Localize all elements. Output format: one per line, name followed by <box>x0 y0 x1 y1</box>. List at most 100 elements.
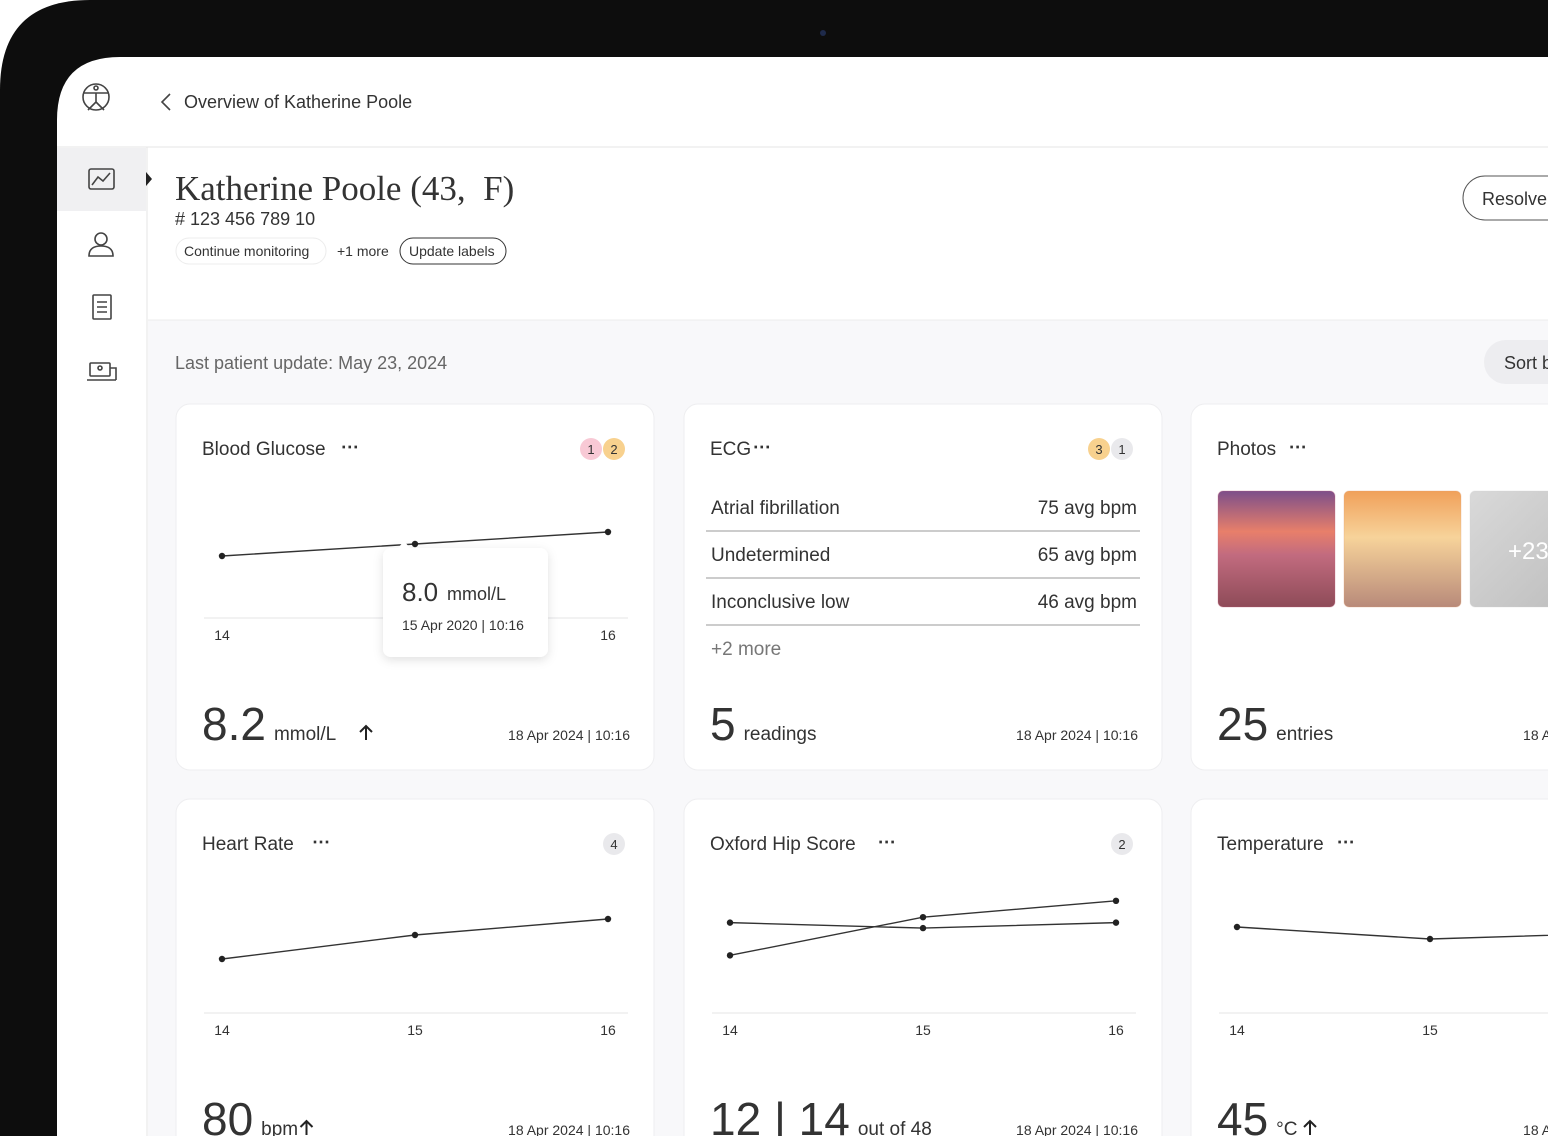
point <box>604 528 612 536</box>
summary-value: 8.2 <box>202 698 266 750</box>
x-tick-label: 15 <box>407 1022 423 1038</box>
camera <box>820 30 826 36</box>
photo-more: +23 <box>1508 538 1548 565</box>
card <box>683 403 1163 771</box>
reading-value: 65 avg bpm <box>1038 545 1137 566</box>
summary-value: 12 | 14 <box>710 1093 850 1136</box>
badge <box>603 438 625 460</box>
back-icon[interactable] <box>160 93 171 111</box>
card-title: ECG <box>710 439 751 460</box>
badge <box>1088 438 1110 460</box>
photo[interactable] <box>1343 490 1462 608</box>
x-tick-label: 16 <box>1108 1022 1124 1038</box>
summary-unit: out of 48 <box>858 1119 932 1136</box>
summary: 8.2 mmol/L <box>202 698 336 750</box>
point <box>1233 923 1241 931</box>
badge-count: 3 <box>1095 442 1102 457</box>
nav-charts[interactable] <box>88 168 115 190</box>
tooltip-date: 15 Apr 2020 | 10:16 <box>402 617 524 633</box>
more-link[interactable]: +2 more <box>711 639 781 660</box>
sort-text[interactable]: Sort by <box>1504 353 1548 373</box>
x-tick-label: 14 <box>722 1022 738 1038</box>
badge <box>603 833 625 855</box>
nav-notes[interactable] <box>92 294 112 320</box>
reading-name: Atrial fibrillation <box>711 498 840 519</box>
badge-count: 1 <box>1118 442 1125 457</box>
card-menu[interactable]: ⋯ <box>1337 832 1355 852</box>
summary-date: 18 Apr 2024 | 10:16 <box>1523 1122 1548 1136</box>
reading-value: 46 avg bpm <box>1038 592 1137 613</box>
summary-date: 18 Apr 2024 | 10:16 <box>1016 727 1138 743</box>
summary-value: 25 <box>1217 698 1268 750</box>
patient-name: Katherine Poole (43, F) <box>175 169 514 208</box>
tooltip: 8.0 mmol/L 15 Apr 2020 | 10:16 <box>383 541 548 657</box>
card <box>175 798 655 1136</box>
badge-count: 2 <box>1118 837 1125 852</box>
resolve-text[interactable]: Resolve <box>1482 189 1547 209</box>
resolve-button[interactable] <box>1462 175 1548 221</box>
summary-date: 18 Apr 2024 | 10:16 <box>1523 727 1548 743</box>
badge-count: 4 <box>610 837 617 852</box>
reading-value: 75 avg bpm <box>1038 498 1137 519</box>
summary-unit: entries <box>1276 724 1333 745</box>
card-menu[interactable]: ⋯ <box>1289 437 1307 457</box>
card-menu[interactable]: ⋯ <box>312 832 330 852</box>
badge-count: 2 <box>610 442 617 457</box>
summary-value: 5 <box>710 698 736 750</box>
point <box>726 919 734 926</box>
point <box>919 913 927 921</box>
reading-name: Undetermined <box>711 545 830 566</box>
summary: 80 bpm <box>202 1093 298 1136</box>
tooltip-unit: mmol/L <box>447 584 506 604</box>
point <box>411 931 419 939</box>
reading-name: Inconclusive low <box>711 592 850 613</box>
patient-id: # 123 456 789 10 <box>175 209 315 229</box>
summary-value: 80 <box>202 1093 253 1136</box>
card-title: Blood Glucose <box>202 439 326 460</box>
badge <box>1111 833 1133 855</box>
card <box>683 798 1163 1136</box>
back-link[interactable]: Overview of Katherine Poole <box>184 92 412 112</box>
update-labels-button[interactable] <box>399 237 507 265</box>
x-tick-label: 16 <box>600 627 616 643</box>
trend-icon <box>299 1119 314 1135</box>
point <box>726 952 734 959</box>
x-tick-label: 16 <box>600 1022 616 1038</box>
x-tick-label: 15 <box>915 1022 931 1038</box>
card-menu[interactable]: ⋯ <box>341 437 359 457</box>
x-tick-label: 14 <box>214 1022 230 1038</box>
summary-date: 18 Apr 2024 | 10:16 <box>508 727 630 743</box>
trend-icon <box>1303 1119 1317 1135</box>
badge-count: 1 <box>587 442 594 457</box>
label-chip <box>175 237 327 265</box>
x-tick-label: 15 <box>1422 1022 1438 1038</box>
nav-devices[interactable] <box>87 362 117 381</box>
point <box>218 552 226 560</box>
nav-indicator <box>146 172 152 186</box>
card-menu[interactable]: ⋯ <box>753 437 771 457</box>
summary: 25 entries <box>1217 698 1333 750</box>
summary-unit: readings <box>744 724 817 745</box>
photo[interactable] <box>1217 490 1336 608</box>
sort-button[interactable] <box>1484 340 1548 384</box>
badge <box>1111 438 1133 460</box>
tooltip-pointer <box>398 541 410 548</box>
point <box>218 955 226 963</box>
summary: 45 °C <box>1217 1093 1298 1136</box>
point <box>1426 935 1434 943</box>
summary-unit: mmol/L <box>274 724 336 745</box>
logo-icon <box>82 83 110 111</box>
label-more[interactable]: +1 more <box>337 243 389 259</box>
update-labels-text[interactable]: Update labels <box>409 243 495 259</box>
card-menu[interactable]: ⋯ <box>878 832 896 852</box>
nav-profile[interactable] <box>88 232 114 257</box>
badge <box>580 438 602 460</box>
label: Continue monitoring <box>184 243 309 259</box>
photo[interactable] <box>1469 490 1548 608</box>
x-tick-label: 14 <box>1229 1022 1245 1038</box>
point <box>1112 919 1120 926</box>
x-tick-label: 14 <box>214 627 230 643</box>
summary: 12 | 14 out of 48 <box>710 1093 932 1136</box>
tooltip-box <box>383 548 548 657</box>
